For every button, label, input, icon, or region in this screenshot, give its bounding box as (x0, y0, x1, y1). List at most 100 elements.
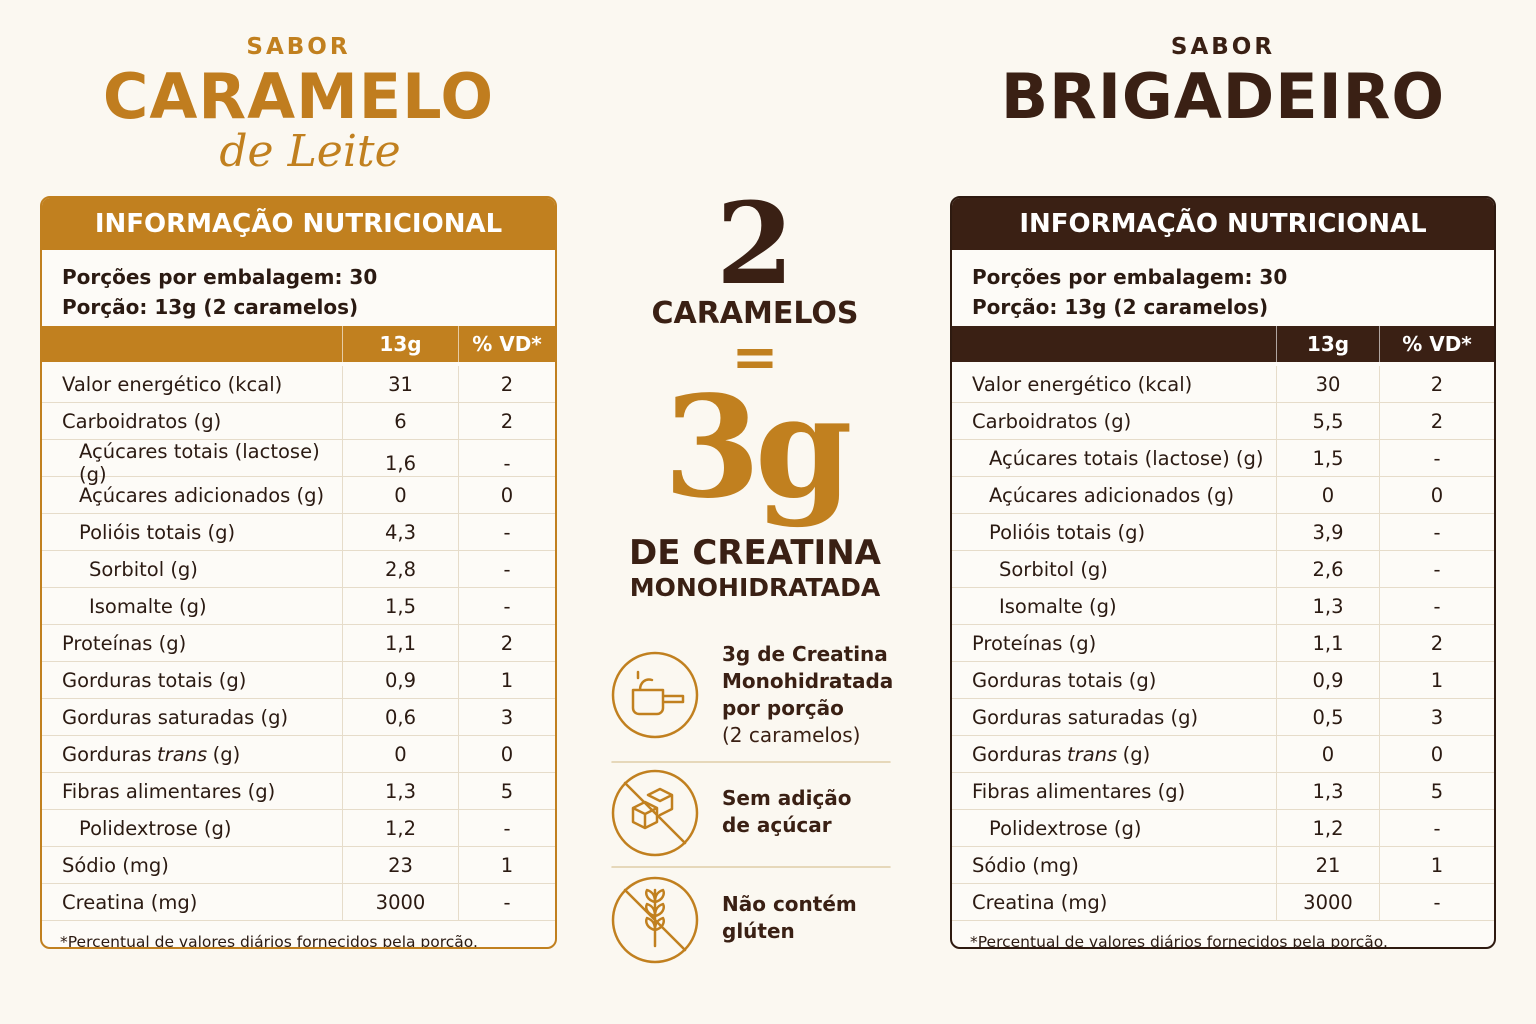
footnote: *Percentual de valores diários fornecido… (60, 933, 478, 949)
daily-value: - (458, 810, 555, 846)
amount: 0 (342, 477, 458, 513)
daily-value: - (458, 551, 555, 587)
amount: 1,3 (1276, 588, 1379, 624)
daily-value: - (1379, 514, 1494, 550)
icon-ring (611, 876, 699, 964)
nutrient-label: Gorduras saturadas (g) (62, 705, 289, 729)
feature-note: (2 caramelos) (722, 723, 861, 747)
amount: 23 (342, 847, 458, 883)
nutrient-row: Açúcares totais (lactose) (g) 1,6- (42, 440, 555, 486)
daily-value: - (1379, 884, 1494, 920)
nutrition-table: INFORMAÇÃO NUTRICIONAL Porções por embala… (40, 196, 557, 949)
daily-value: 3 (458, 699, 555, 735)
daily-value: 0 (458, 477, 555, 513)
feature-title: Não contém glúten (722, 892, 857, 943)
count: 2 (716, 179, 794, 310)
daily-value: 1 (458, 662, 555, 698)
daily-value: - (1379, 551, 1494, 587)
amount: 6 (342, 403, 458, 439)
amount: 3,9 (1276, 514, 1379, 550)
dose: 3g (663, 366, 852, 530)
icon-ring (611, 769, 699, 857)
amount: 1,3 (342, 773, 458, 809)
icon-wheat (645, 888, 665, 948)
icon-strike (623, 781, 687, 845)
amount: 4,3 (342, 514, 458, 550)
nutrient-row: Sódio (mg) 23 1 (42, 847, 555, 884)
nutrient-label: Polióis totais (g) (989, 520, 1146, 544)
icon-scoop (631, 670, 685, 716)
amount: 1,5 (1276, 440, 1379, 476)
amount: 30 (1276, 366, 1379, 402)
column-label: % VD* (458, 326, 555, 362)
nutrient-row: Proteínas (g) 1,1 2 (42, 625, 555, 662)
amount: 1,3 (1276, 773, 1379, 809)
nutrient-row: Polióis totais (g) 4,3- (42, 514, 555, 551)
nutrient-row: Fibras alimentares (g) 1,3 5 (952, 773, 1494, 810)
amount: 1,2 (1276, 810, 1379, 846)
nutrient-label-part: (g) (1122, 742, 1151, 766)
serving-size: Porção: 13g (2 caramelos) (972, 295, 1269, 319)
table-rows: Valor energético (kcal) 31 2 Carboidratos (… (42, 362, 555, 921)
column-header: 13g% VD* (42, 326, 555, 362)
servings-per-package: Porções por embalagem: 30 (972, 265, 1288, 289)
amount: 0 (1276, 736, 1379, 772)
amount: 1,1 (1276, 625, 1379, 661)
daily-value: 2 (1379, 403, 1494, 439)
column-label: % VD* (1379, 326, 1494, 362)
nutrient-label: Açúcares adicionados (g) (989, 483, 1235, 507)
daily-value: 0 (1379, 477, 1494, 513)
daily-value: - (1379, 440, 1494, 476)
nutrient-label: Polidextrose (g) (989, 816, 1142, 840)
amount: 1,5 (342, 588, 458, 624)
nutrient-label: Sódio (mg) (62, 853, 169, 877)
nutrient-label: Carboidratos (g) (972, 409, 1132, 433)
table-title: INFORMAÇÃO NUTRICIONAL (952, 198, 1494, 250)
nutrient-row: Proteínas (g) 1,1 2 (952, 625, 1494, 662)
substance: DE CREATINA (629, 533, 881, 573)
nutrient-label: Polióis totais (g) (79, 520, 236, 544)
amount: 3000 (1276, 884, 1379, 920)
daily-value: 2 (458, 625, 555, 661)
nutrient-label: Gorduras trans (g) (42, 736, 342, 772)
icon-strike (623, 888, 687, 952)
daily-value: 1 (458, 847, 555, 883)
flavor-name: CARAMELO (102, 60, 495, 133)
nutrient-label: Valor energético (kcal) (972, 372, 1193, 396)
amount: 3000 (342, 884, 458, 920)
daily-value: 2 (1379, 625, 1494, 661)
nutrient-row: Açúcares adicionados (g) 0 0 (952, 477, 1494, 514)
amount: 0,9 (1276, 662, 1379, 698)
daily-value: 0 (1379, 736, 1494, 772)
nutrient-label: Isomalte (g) (999, 594, 1117, 618)
amount: 21 (1276, 847, 1379, 883)
serving-info: Porções por embalagem: 30 Porção: 13g (2 … (952, 250, 1494, 326)
nutrition-table: INFORMAÇÃO NUTRICIONAL Porções por embala… (950, 196, 1496, 949)
daily-value: 3 (1379, 699, 1494, 735)
nutrient-row: Carboidratos (g) 6 2 (42, 403, 555, 440)
nutrient-label: Açúcares totais (lactose) (g) (989, 446, 1264, 470)
amount: 1,1 (342, 625, 458, 661)
nutrient-row: Polidextrose (g) 1,2- (42, 810, 555, 847)
equals: = (731, 325, 779, 390)
column-label: 13g (1276, 326, 1379, 362)
daily-value: 5 (1379, 773, 1494, 809)
feature-title: Sem adição de açúcar (722, 786, 852, 837)
amount: 0,6 (342, 699, 458, 735)
amount: 1,6 (342, 440, 458, 486)
nutrient-label: Valor energético (kcal) (62, 372, 283, 396)
column-header: 13g% VD* (952, 326, 1494, 362)
nutrient-label: Polidextrose (g) (79, 816, 232, 840)
feature-icons (611, 651, 891, 964)
amount: 1,2 (342, 810, 458, 846)
nutrient-label: Fibras alimentares (g) (972, 779, 1186, 803)
nutrient-row: Isomalte (g) 1,3- (952, 588, 1494, 625)
daily-value: 5 (458, 773, 555, 809)
flavor-prefix: SABOR (246, 34, 351, 60)
daily-value: - (1379, 810, 1494, 846)
amount: 0,9 (342, 662, 458, 698)
flavor-prefix: SABOR (1170, 34, 1276, 60)
nutrient-row: Gorduras saturadas (g) 0,6 3 (42, 699, 555, 736)
feature: Não contém glúten (722, 891, 872, 945)
